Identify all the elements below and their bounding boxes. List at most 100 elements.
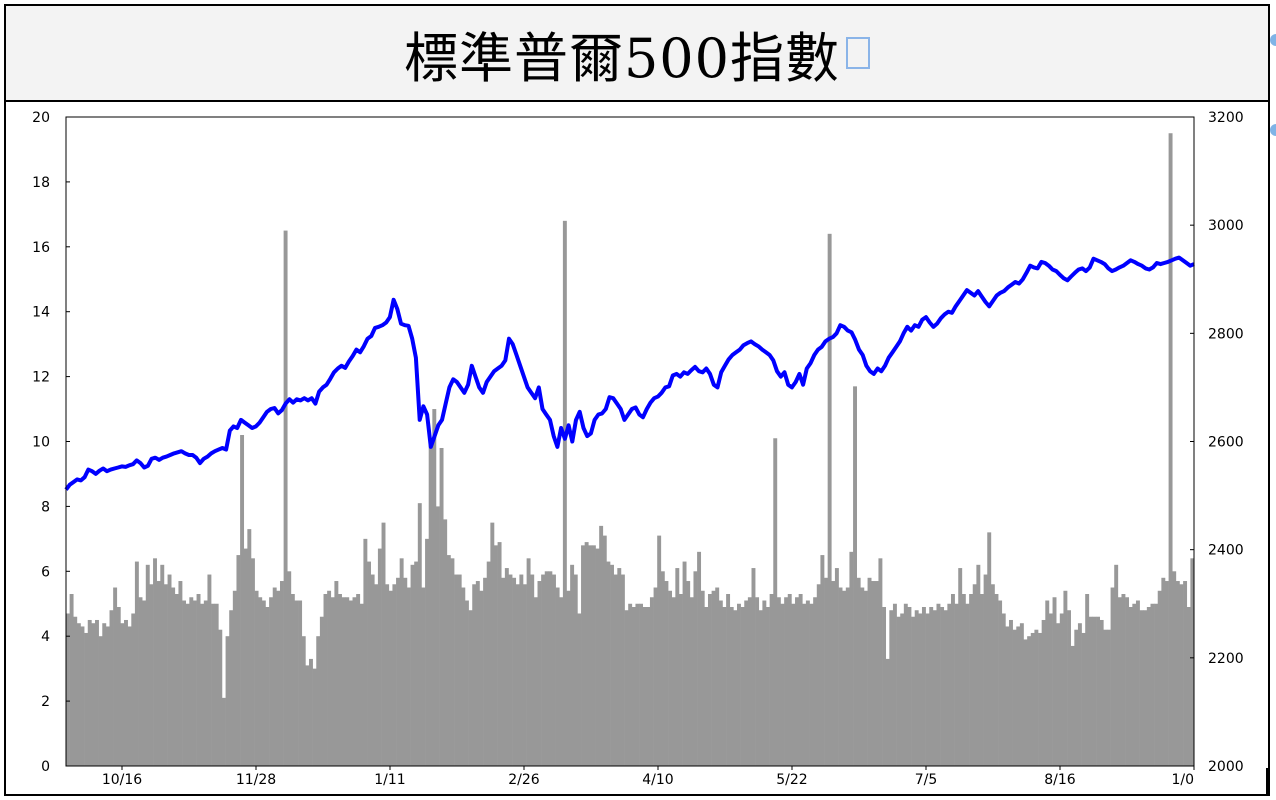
- volume-bar: [1056, 623, 1061, 766]
- volume-bar: [309, 658, 313, 766]
- volume-bar: [457, 574, 462, 766]
- volume-bar: [693, 571, 698, 766]
- volume-bar: [635, 603, 640, 766]
- volume-bar: [1070, 645, 1075, 766]
- volume-bar: [1110, 587, 1115, 766]
- volume-bar: [207, 574, 212, 766]
- volume-bar: [377, 548, 382, 766]
- volume-bar: [541, 574, 546, 766]
- volume-bar: [272, 587, 277, 766]
- volume-bar: [816, 584, 821, 766]
- volume-bar: [258, 597, 263, 766]
- volume-bar: [914, 610, 919, 766]
- volume-bar: [200, 603, 205, 766]
- volume-bar: [1143, 610, 1148, 766]
- volume-bar: [359, 603, 364, 766]
- volume-bar: [435, 506, 440, 766]
- volume-bar: [425, 538, 429, 766]
- volume-bar: [668, 590, 673, 766]
- volume-bar: [573, 574, 578, 766]
- volume-bar: [940, 607, 945, 766]
- volume-bar: [1030, 632, 1035, 766]
- x-tick-label: 4/10: [642, 772, 673, 788]
- index-line: [64, 255, 1195, 491]
- volume-bar: [203, 600, 208, 766]
- volume-bar: [548, 571, 553, 766]
- volume-bar: [1114, 564, 1119, 766]
- volume-bar: [250, 558, 255, 766]
- volume-bar: [87, 619, 92, 766]
- volume-bar: [649, 597, 654, 766]
- volume-bar: [523, 584, 527, 766]
- volume-bar: [842, 590, 847, 766]
- volume-bar: [907, 607, 912, 766]
- volume-bar: [1132, 603, 1137, 766]
- volume-bar: [156, 581, 161, 766]
- volume-bar: [127, 626, 132, 766]
- volume-bar: [1088, 616, 1093, 766]
- volume-bar: [961, 594, 966, 766]
- volume-bar: [1074, 629, 1079, 766]
- volume-bar: [838, 587, 843, 766]
- volume-bar: [863, 590, 868, 766]
- volume-bar: [102, 623, 107, 766]
- volume-bar: [417, 503, 422, 766]
- x-tick-label: 2/26: [508, 772, 540, 788]
- volume-bar: [1038, 632, 1042, 766]
- volume-bar: [305, 665, 310, 766]
- volume-bar: [853, 386, 857, 766]
- volume-bar: [363, 538, 368, 766]
- volume-bar: [247, 529, 252, 766]
- volume-bar: [983, 574, 988, 766]
- volume-bar: [276, 590, 281, 766]
- volume-bar: [1179, 584, 1184, 766]
- volume-bar: [610, 564, 614, 766]
- volume-bar: [149, 584, 154, 766]
- volume-bar: [171, 587, 176, 766]
- volume-bar: [443, 519, 448, 766]
- volume-bar: [980, 594, 984, 766]
- volume-bar: [555, 587, 560, 766]
- volume-bar: [675, 568, 680, 766]
- left-tick-label: 12: [32, 370, 50, 386]
- volume-bar: [84, 632, 89, 766]
- volume-bar: [410, 564, 415, 766]
- volume-bar: [762, 600, 767, 766]
- volume-bar: [105, 626, 110, 766]
- volume-bar: [552, 574, 556, 766]
- volume-bar: [791, 603, 796, 766]
- volume-bar: [562, 220, 567, 767]
- volume-bar: [301, 636, 306, 766]
- volume-bar: [1168, 133, 1173, 767]
- volume-bar: [660, 571, 665, 766]
- volume-bar: [298, 600, 303, 766]
- volume-bar: [976, 564, 981, 766]
- volume-bar: [1117, 597, 1122, 766]
- left-tick-label: 8: [41, 499, 50, 515]
- volume-bar: [613, 574, 618, 766]
- left-tick-label: 2: [41, 694, 50, 710]
- volume-bar: [1027, 636, 1032, 766]
- edge-handle-bottom[interactable]: [1270, 124, 1276, 136]
- volume-bar: [229, 610, 234, 766]
- volume-bar: [76, 623, 81, 766]
- volume-bar: [624, 610, 629, 766]
- volume-bar: [1096, 616, 1100, 766]
- volume-bar: [345, 597, 350, 766]
- volume-bar: [686, 581, 691, 766]
- volume-bar: [279, 581, 284, 766]
- volume-bar: [218, 629, 223, 766]
- volume-bar: [925, 613, 930, 766]
- edge-handle-top[interactable]: [1270, 34, 1276, 46]
- volume-bar: [287, 571, 292, 766]
- volume-bar: [1103, 629, 1108, 766]
- volume-bar: [867, 577, 872, 766]
- volume-bar: [769, 594, 774, 766]
- volume-bar: [515, 584, 520, 766]
- volume-bar: [689, 597, 694, 766]
- volume-bar: [559, 597, 564, 766]
- volume-bar: [1077, 623, 1082, 766]
- volume-bar: [878, 558, 883, 766]
- volume-bar: [167, 574, 172, 766]
- volume-bar: [504, 568, 509, 766]
